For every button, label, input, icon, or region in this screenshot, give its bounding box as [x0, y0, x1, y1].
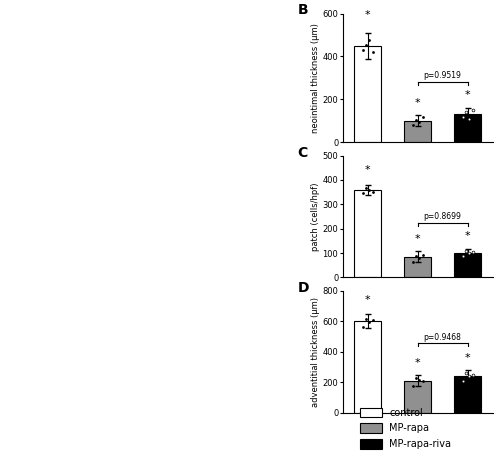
- Text: *: *: [464, 353, 470, 363]
- Text: *: *: [364, 10, 370, 20]
- Text: C: C: [298, 146, 308, 160]
- Bar: [404, 381, 431, 413]
- Text: p=0.8699: p=0.8699: [424, 212, 462, 221]
- Text: p=0.9468: p=0.9468: [424, 333, 462, 342]
- Bar: [354, 190, 382, 277]
- Text: *: *: [364, 165, 370, 175]
- Text: *: *: [414, 234, 420, 244]
- Text: *: *: [414, 358, 420, 368]
- Bar: [454, 114, 481, 142]
- Text: D: D: [298, 281, 309, 295]
- Text: *: *: [364, 295, 370, 305]
- Y-axis label: patch (cells/hpf): patch (cells/hpf): [310, 182, 320, 251]
- Y-axis label: adventitial thickness (μm): adventitial thickness (μm): [310, 297, 320, 407]
- Bar: [454, 253, 481, 277]
- Bar: [454, 376, 481, 413]
- Text: *: *: [464, 90, 470, 100]
- Bar: [404, 257, 431, 277]
- Text: p=0.9519: p=0.9519: [424, 71, 462, 80]
- Bar: [404, 120, 431, 142]
- Bar: [354, 46, 382, 142]
- Text: *: *: [414, 97, 420, 108]
- Y-axis label: neointimal thickness (μm): neointimal thickness (μm): [310, 23, 320, 133]
- Text: B: B: [298, 3, 308, 17]
- Legend: control, MP-rapa, MP-rapa-riva: control, MP-rapa, MP-rapa-riva: [358, 405, 454, 451]
- Bar: [354, 321, 382, 413]
- Text: *: *: [464, 231, 470, 241]
